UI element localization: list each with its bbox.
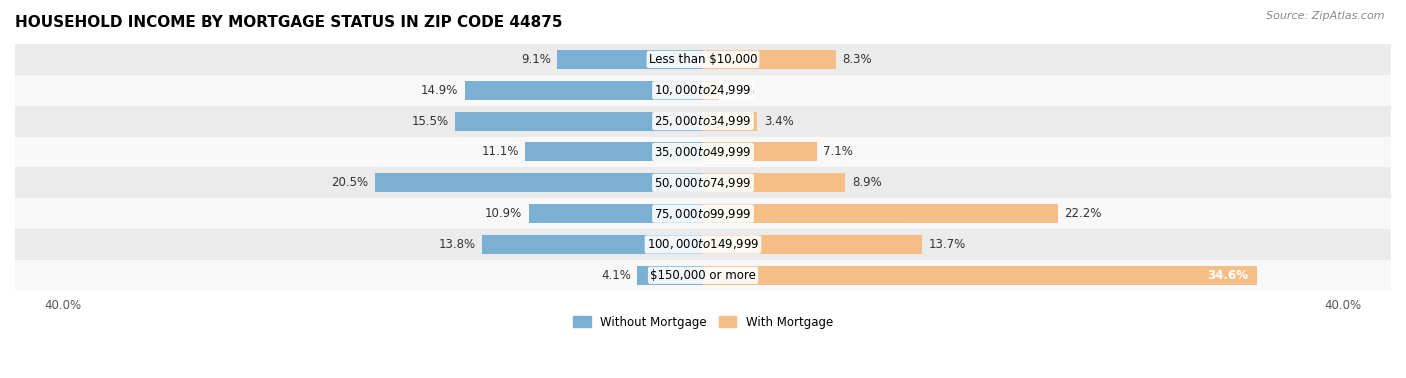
Bar bbox=[464, 81, 703, 100]
Bar bbox=[703, 50, 835, 69]
Bar bbox=[703, 204, 1059, 223]
Text: Source: ZipAtlas.com: Source: ZipAtlas.com bbox=[1267, 11, 1385, 21]
Bar bbox=[0, 260, 1406, 291]
Text: $50,000 to $74,999: $50,000 to $74,999 bbox=[654, 176, 752, 190]
Text: 22.2%: 22.2% bbox=[1064, 207, 1102, 220]
Text: 14.9%: 14.9% bbox=[420, 84, 458, 97]
Text: 13.7%: 13.7% bbox=[928, 238, 966, 251]
Bar bbox=[703, 81, 718, 100]
Bar bbox=[703, 143, 817, 161]
Text: $100,000 to $149,999: $100,000 to $149,999 bbox=[647, 237, 759, 251]
Text: 7.1%: 7.1% bbox=[823, 146, 853, 158]
Bar bbox=[529, 204, 703, 223]
Text: $75,000 to $99,999: $75,000 to $99,999 bbox=[654, 207, 752, 221]
Bar bbox=[0, 167, 1406, 198]
Text: 9.1%: 9.1% bbox=[522, 53, 551, 66]
Bar bbox=[0, 136, 1406, 167]
Text: Less than $10,000: Less than $10,000 bbox=[648, 53, 758, 66]
Bar bbox=[0, 106, 1406, 136]
Text: 20.5%: 20.5% bbox=[332, 176, 368, 189]
Bar bbox=[637, 266, 703, 285]
Legend: Without Mortgage, With Mortgage: Without Mortgage, With Mortgage bbox=[568, 311, 838, 333]
Text: 3.4%: 3.4% bbox=[763, 115, 793, 128]
Bar bbox=[703, 112, 758, 131]
Text: 4.1%: 4.1% bbox=[602, 269, 631, 282]
Text: $150,000 or more: $150,000 or more bbox=[650, 269, 756, 282]
Bar bbox=[526, 143, 703, 161]
Bar bbox=[375, 173, 703, 192]
Text: 11.1%: 11.1% bbox=[482, 146, 519, 158]
Text: 1.0%: 1.0% bbox=[725, 84, 755, 97]
Bar bbox=[703, 266, 1257, 285]
Text: $25,000 to $34,999: $25,000 to $34,999 bbox=[654, 114, 752, 128]
Bar bbox=[0, 75, 1406, 106]
Bar bbox=[0, 44, 1406, 75]
Text: HOUSEHOLD INCOME BY MORTGAGE STATUS IN ZIP CODE 44875: HOUSEHOLD INCOME BY MORTGAGE STATUS IN Z… bbox=[15, 15, 562, 30]
Text: 15.5%: 15.5% bbox=[412, 115, 449, 128]
Bar bbox=[482, 235, 703, 254]
Text: $35,000 to $49,999: $35,000 to $49,999 bbox=[654, 145, 752, 159]
Bar bbox=[557, 50, 703, 69]
Text: 8.9%: 8.9% bbox=[852, 176, 882, 189]
Text: 10.9%: 10.9% bbox=[485, 207, 522, 220]
Text: 13.8%: 13.8% bbox=[439, 238, 475, 251]
Text: $10,000 to $24,999: $10,000 to $24,999 bbox=[654, 83, 752, 97]
Bar bbox=[703, 235, 922, 254]
Bar bbox=[703, 173, 845, 192]
Text: 8.3%: 8.3% bbox=[842, 53, 872, 66]
Text: 34.6%: 34.6% bbox=[1208, 269, 1249, 282]
Bar bbox=[456, 112, 703, 131]
Bar bbox=[0, 198, 1406, 229]
Bar bbox=[0, 229, 1406, 260]
